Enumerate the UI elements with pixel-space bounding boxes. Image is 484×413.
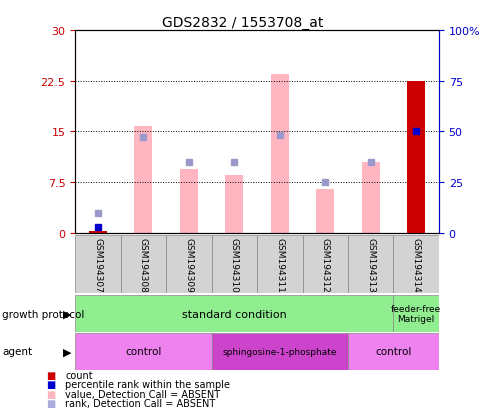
- Text: agent: agent: [2, 347, 32, 356]
- Text: ▶: ▶: [62, 309, 71, 319]
- Bar: [180, 169, 197, 233]
- Bar: [316, 190, 333, 233]
- Text: percentile rank within the sample: percentile rank within the sample: [65, 380, 230, 389]
- Text: ■: ■: [46, 380, 55, 389]
- Bar: [75, 235, 121, 293]
- Text: control: control: [125, 347, 161, 356]
- Text: sphingosine-1-phosphate: sphingosine-1-phosphate: [222, 347, 336, 356]
- Bar: [361, 162, 379, 233]
- Bar: [211, 235, 257, 293]
- Text: growth protocol: growth protocol: [2, 309, 85, 319]
- Bar: [257, 235, 302, 293]
- Bar: [121, 235, 166, 293]
- Text: GSM194310: GSM194310: [229, 237, 238, 292]
- Bar: [75, 333, 211, 370]
- Text: standard condition: standard condition: [182, 309, 286, 319]
- Bar: [134, 127, 152, 233]
- Text: GSM194313: GSM194313: [365, 237, 375, 292]
- Text: rank, Detection Call = ABSENT: rank, Detection Call = ABSENT: [65, 399, 215, 408]
- Bar: [89, 231, 107, 233]
- Text: GDS2832 / 1553708_at: GDS2832 / 1553708_at: [162, 16, 322, 30]
- Text: count: count: [65, 370, 93, 380]
- Text: GSM194309: GSM194309: [184, 237, 193, 292]
- Bar: [393, 235, 438, 293]
- Text: GSM194308: GSM194308: [138, 237, 148, 292]
- Bar: [270, 75, 288, 233]
- Bar: [89, 231, 107, 233]
- Text: GSM194307: GSM194307: [93, 237, 102, 292]
- Text: GSM194312: GSM194312: [320, 237, 329, 292]
- Bar: [75, 295, 393, 332]
- Text: ■: ■: [46, 389, 55, 399]
- Bar: [211, 333, 347, 370]
- Bar: [302, 235, 347, 293]
- Bar: [347, 235, 393, 293]
- Text: control: control: [375, 347, 411, 356]
- Bar: [393, 295, 438, 332]
- Bar: [166, 235, 211, 293]
- Bar: [347, 333, 438, 370]
- Bar: [225, 176, 243, 233]
- Text: feeder-free
Matrigel: feeder-free Matrigel: [390, 304, 440, 323]
- Text: ■: ■: [46, 370, 55, 380]
- Text: GSM194314: GSM194314: [411, 237, 420, 292]
- Text: ■: ■: [46, 399, 55, 408]
- Text: ▶: ▶: [62, 347, 71, 356]
- Text: value, Detection Call = ABSENT: value, Detection Call = ABSENT: [65, 389, 220, 399]
- Bar: [406, 81, 424, 233]
- Text: GSM194311: GSM194311: [275, 237, 284, 292]
